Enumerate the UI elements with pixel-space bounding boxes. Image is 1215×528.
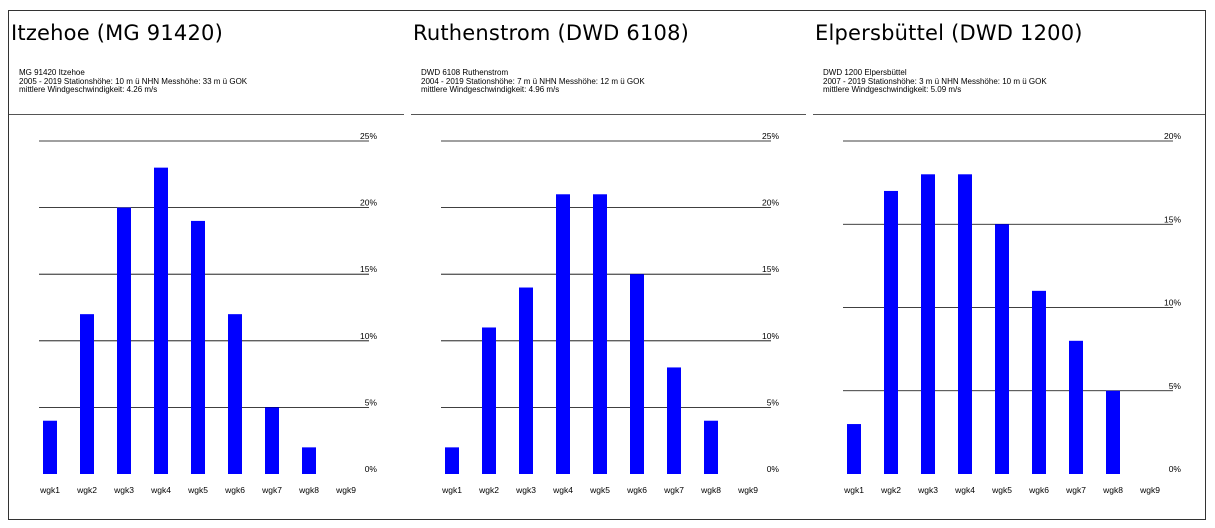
x-tick-label: wgk1: [39, 485, 60, 495]
y-tick-label: 20%: [1164, 131, 1181, 141]
x-tick-label: wgk5: [991, 485, 1012, 495]
panel-elpersbuettel: Elpersbüttel (DWD 1200) DWD 1200 Elpersb…: [813, 11, 1205, 519]
y-tick-label: 10%: [360, 331, 377, 341]
station-meta: MG 91420 Itzehoe 2005 - 2019 Stationshöh…: [19, 68, 248, 95]
x-tick-label: wgk8: [298, 485, 319, 495]
x-tick-label: wgk2: [76, 485, 97, 495]
panel-title: Elpersbüttel (DWD 1200): [815, 21, 1083, 45]
bar-wgk1: [847, 424, 861, 474]
bar-wgk4: [154, 167, 168, 474]
bar-wgk1: [445, 447, 459, 474]
station-meta: DWD 1200 Elpersbüttel 2007 - 2019 Statio…: [823, 68, 1047, 95]
bar-wgk4: [556, 194, 570, 474]
x-tick-label: wgk2: [880, 485, 901, 495]
bar-wgk3: [921, 174, 935, 475]
header-rule: [411, 114, 806, 115]
bar-wgk8: [1106, 390, 1120, 474]
y-tick-label: 10%: [762, 331, 779, 341]
bar-chart: 0% 5% 10% 15% 20% wgk1 wgk2 wgk3 wgk4 wgk5 wgk6 wgk…: [843, 131, 1182, 495]
meta-line: mittlere Windgeschwindigkeit: 5.09 m/s: [823, 85, 962, 95]
meta-line: 2005 - 2019 Stationshöhe: 10 m ü NHN Mes…: [19, 76, 248, 86]
bar-wgk3: [519, 287, 533, 474]
bar-wgk6: [228, 314, 242, 474]
x-tick-label: wgk8: [700, 485, 721, 495]
bar-wgk3: [117, 207, 131, 474]
bar-wgk1: [43, 420, 57, 474]
bar-wgk2: [884, 190, 898, 474]
bar-wgk7: [265, 407, 279, 474]
bar-wgk2: [80, 314, 94, 474]
panel-title: Itzehoe (MG 91420): [11, 21, 223, 45]
y-tick-label: 0%: [365, 464, 378, 474]
y-tick-label: 5%: [1169, 381, 1182, 391]
meta-line: mittlere Windgeschwindigkeit: 4.96 m/s: [421, 85, 560, 95]
x-tick-label: wgk7: [1065, 485, 1086, 495]
bar-wgk8: [302, 447, 316, 474]
x-tick-label: wgk1: [441, 485, 462, 495]
x-tick-label: wgk3: [515, 485, 536, 495]
meta-line: MG 91420 Itzehoe: [19, 68, 85, 77]
panel-itzehoe: Itzehoe (MG 91420) MG 91420 Itzehoe 2005…: [9, 11, 404, 519]
x-tick-label: wgk5: [589, 485, 610, 495]
bar-wgk2: [482, 327, 496, 474]
bar-wgk5: [995, 224, 1009, 474]
y-tick-label: 15%: [762, 264, 779, 274]
bar-chart: 0% 5% 10% 15% 20% 25% wgk1 wgk2 wgk3 wgk4 wgk5 wgk6…: [441, 131, 780, 495]
bar-wgk5: [191, 220, 205, 474]
chart-frame: Itzehoe (MG 91420) MG 91420 Itzehoe 2005…: [8, 10, 1206, 520]
x-tick-label: wgk1: [843, 485, 864, 495]
meta-line: 2007 - 2019 Stationshöhe: 3 m ü NHN Mess…: [823, 76, 1047, 86]
x-tick-label: wgk3: [113, 485, 134, 495]
x-tick-label: wgk3: [917, 485, 938, 495]
bar-chart: 0% 5% 10% 15% 20% 25% wgk1 wgk2 wgk3 wgk4 wgk5 wgk6…: [39, 131, 378, 495]
y-tick-label: 0%: [1169, 464, 1182, 474]
meta-line: 2004 - 2019 Stationshöhe: 7 m ü NHN Mess…: [421, 76, 645, 86]
x-tick-label: wgk8: [1102, 485, 1123, 495]
x-tick-label: wgk9: [737, 485, 758, 495]
header-rule: [813, 114, 1205, 115]
x-tick-label: wgk6: [224, 485, 245, 495]
bar-wgk7: [1069, 340, 1083, 474]
x-tick-label: wgk4: [552, 485, 573, 495]
y-tick-label: 5%: [365, 397, 378, 407]
x-tick-label: wgk7: [261, 485, 282, 495]
header-rule: [9, 114, 404, 115]
meta-line: DWD 6108 Ruthenstrom: [421, 68, 509, 77]
bar-wgk7: [667, 367, 681, 474]
x-tick-label: wgk4: [150, 485, 171, 495]
bar-wgk4: [958, 174, 972, 475]
x-tick-label: wgk9: [1139, 485, 1160, 495]
y-tick-label: 5%: [767, 397, 780, 407]
bar-wgk6: [1032, 290, 1046, 474]
meta-line: DWD 1200 Elpersbüttel: [823, 68, 907, 77]
y-tick-label: 20%: [762, 198, 779, 208]
station-meta: DWD 6108 Ruthenstrom 2004 - 2019 Station…: [421, 68, 645, 95]
x-tick-label: wgk9: [335, 485, 356, 495]
x-tick-label: wgk2: [478, 485, 499, 495]
x-tick-label: wgk5: [187, 485, 208, 495]
panel-ruthenstrom: Ruthenstrom (DWD 6108) DWD 6108 Ruthenst…: [411, 11, 806, 519]
y-tick-label: 15%: [1164, 214, 1181, 224]
y-tick-label: 0%: [767, 464, 780, 474]
bar-wgk8: [704, 420, 718, 474]
bar-wgk6: [630, 274, 644, 474]
y-tick-label: 10%: [1164, 298, 1181, 308]
meta-line: mittlere Windgeschwindigkeit: 4.26 m/s: [19, 85, 158, 95]
bar-wgk5: [593, 194, 607, 474]
x-tick-label: wgk7: [663, 485, 684, 495]
panel-title: Ruthenstrom (DWD 6108): [413, 21, 690, 45]
y-tick-label: 15%: [360, 264, 377, 274]
y-tick-label: 25%: [762, 131, 779, 141]
y-tick-label: 20%: [360, 198, 377, 208]
x-tick-label: wgk6: [1028, 485, 1049, 495]
x-tick-label: wgk4: [954, 485, 975, 495]
y-tick-label: 25%: [360, 131, 377, 141]
x-tick-label: wgk6: [626, 485, 647, 495]
